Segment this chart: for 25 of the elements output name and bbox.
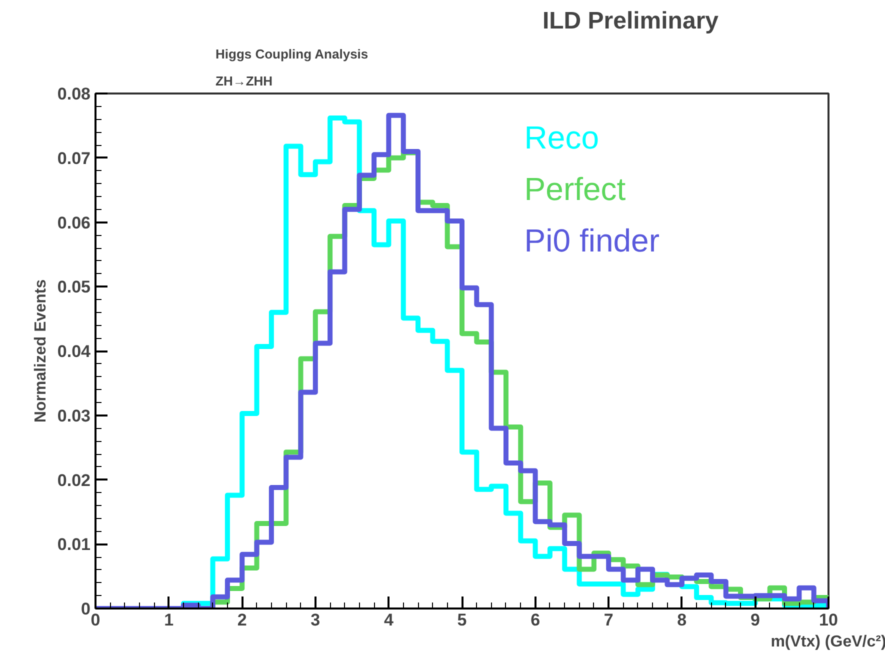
text: ZH→ZHH: [216, 74, 273, 88]
text: Perfect: [524, 170, 626, 207]
y-tick-label: 0.05: [57, 278, 91, 297]
text: Higgs Coupling Analysis: [216, 46, 368, 62]
x-tick-label: 2: [237, 610, 247, 630]
x-tick-label: 8: [677, 610, 687, 630]
x-tick-label: 1: [164, 610, 174, 630]
y-tick-label: 0.07: [57, 148, 91, 168]
y-tick-label: 0.03: [57, 406, 91, 426]
x-tick-label: 3: [310, 610, 320, 630]
text: Reco: [524, 119, 600, 156]
y-tick-label: 0.08: [57, 84, 91, 104]
y-tick-label: 0.02: [57, 470, 91, 490]
x-tick-label: 6: [530, 610, 540, 630]
y-tick-label: 0.04: [57, 342, 92, 361]
x-tick-label: 9: [750, 610, 760, 630]
y-tick-label: 0.01: [57, 535, 91, 554]
x-tick-label: 5: [457, 610, 467, 630]
x-tick-label: 7: [604, 610, 614, 630]
series-label: Pi0 finder: [524, 222, 660, 258]
x-tick-label: 4: [384, 610, 394, 630]
chart-title: ILD Preliminary: [542, 8, 720, 34]
x-tick-label: 10: [819, 610, 838, 630]
y-axis-title: Normalized Events: [32, 279, 50, 423]
y-tick-label: 0.06: [57, 213, 91, 232]
